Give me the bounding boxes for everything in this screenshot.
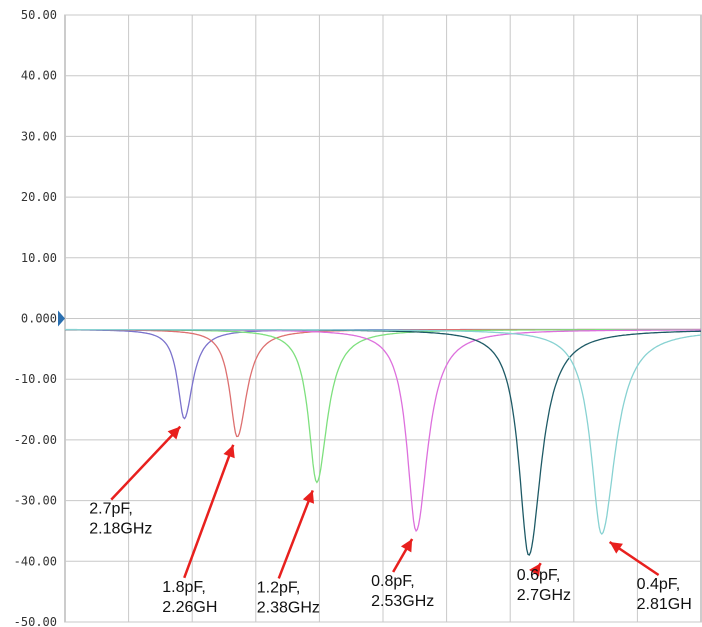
annotation-arrow-head xyxy=(609,541,623,554)
annotation-label-line2: 2.18GHz xyxy=(89,521,152,538)
reference-marker xyxy=(58,310,65,327)
y-tick-label: -50.00 xyxy=(14,615,57,627)
y-tick-label: 10.00 xyxy=(21,251,57,265)
annotation-label-line2: 2.26GH xyxy=(162,599,217,616)
annotation-label-line1: 0.8pF, xyxy=(371,573,415,590)
y-tick-label: -20.00 xyxy=(14,433,57,447)
annotation-label-line2: 2.81GH xyxy=(637,596,692,613)
annotation-arrow-head xyxy=(302,490,315,504)
y-tick-label: 40.00 xyxy=(21,69,57,83)
annotation-label-line1: 1.2pF, xyxy=(257,579,301,596)
y-tick-label: 20.00 xyxy=(21,190,57,204)
y-tick-label: 30.00 xyxy=(21,129,57,143)
annotation-arrow-shaft xyxy=(110,425,182,501)
y-tick-label: -30.00 xyxy=(14,494,57,508)
annotation-arrow-shaft xyxy=(277,489,314,579)
annotation-label-line2: 2.38GHz xyxy=(257,599,320,616)
annotation-label-line2: 2.7GHz xyxy=(517,587,571,604)
annotation-arrow-head xyxy=(223,444,235,459)
annotation-arrow-shaft xyxy=(183,444,235,579)
y-tick-label: 0.000 xyxy=(21,312,57,326)
annotation-label-line1: 2.7pF, xyxy=(89,501,133,518)
series-line xyxy=(65,328,702,535)
annotation-arrow-head xyxy=(529,563,541,577)
annotation-arrow-head xyxy=(400,538,413,553)
annotation-arrow-head xyxy=(167,426,181,440)
annotation-label-line1: 1.8pF, xyxy=(162,579,206,596)
y-tick-label: 50.00 xyxy=(21,8,57,22)
y-tick-label: -40.00 xyxy=(14,554,57,568)
annotation-label-line2: 2.53GHz xyxy=(371,593,434,610)
y-tick-label: -10.00 xyxy=(14,372,57,386)
annotation-label-line1: 0.4pF, xyxy=(637,576,681,593)
annotation-label-line1: 0.6pF, xyxy=(517,567,561,584)
